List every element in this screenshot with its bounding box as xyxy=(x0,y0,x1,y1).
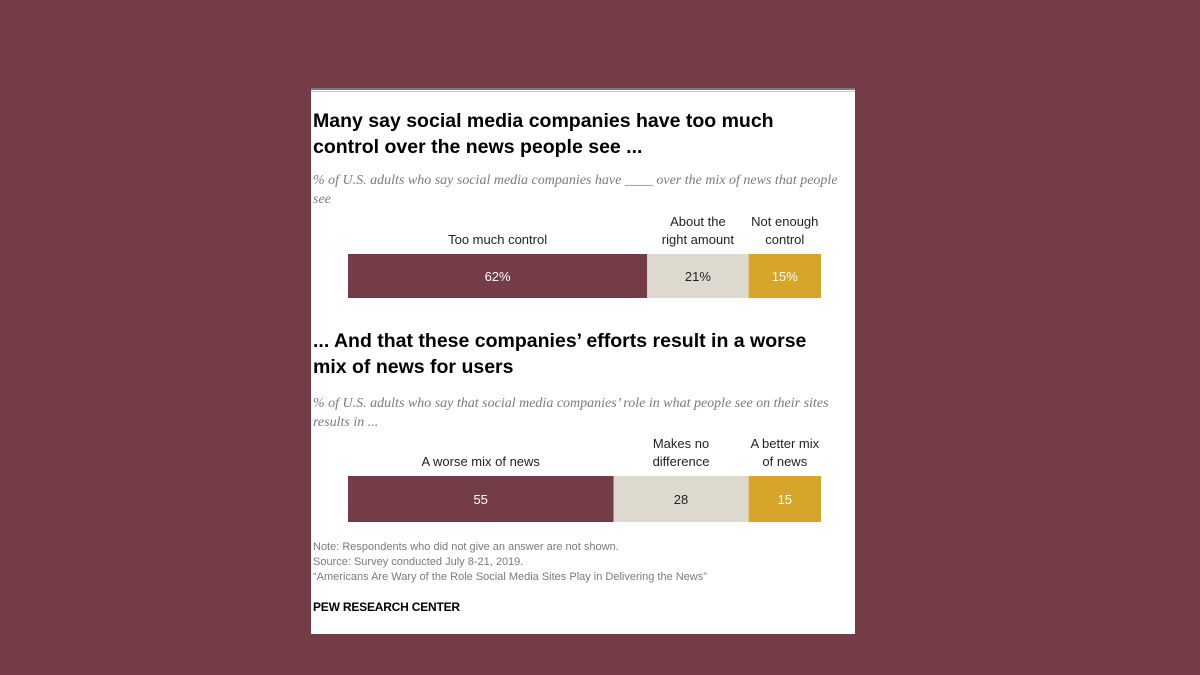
source-text: Source: Survey conducted July 8-21, 2019… xyxy=(313,556,524,568)
category-label-2: About the right amount xyxy=(662,214,735,247)
value-label-1: 55 xyxy=(473,492,487,507)
chart-2-svg: 55 A worse mix of news 28 Makes no differenc… xyxy=(348,436,821,522)
value-label-3: 15 xyxy=(778,492,792,507)
pew-logo-text: PEW RESEARCH CENTER xyxy=(313,600,460,614)
report-title-text: “Americans Are Wary of the Role Social M… xyxy=(313,571,707,583)
value-label-3: 15% xyxy=(772,269,798,284)
value-label-2: 28 xyxy=(674,492,688,507)
chart-1-svg: 62% Too much control 21% About the right amo… xyxy=(348,214,821,298)
bar-segment-1 xyxy=(348,476,614,522)
category-label-1: A worse mix of news xyxy=(421,454,540,469)
note-text: Note: Respondents who did not give an an… xyxy=(313,541,619,553)
chart-1-title: Many say social media companies have too… xyxy=(313,110,774,158)
chart-2-title: ... And that these companies’ efforts re… xyxy=(313,330,807,378)
bar-segment-2 xyxy=(647,254,749,298)
top-rule xyxy=(311,88,855,92)
bar-segment-2 xyxy=(613,476,749,522)
chart-2-subtitle: % of U.S. adults who say that social med… xyxy=(313,396,829,430)
value-label-1: 62% xyxy=(485,269,511,284)
bar-segment-3 xyxy=(748,254,821,298)
category-label-2: Makes no difference xyxy=(653,436,710,469)
bar-segment-1 xyxy=(348,254,648,298)
category-label-3: A better mix of news xyxy=(750,436,819,469)
category-label-1: Too much control xyxy=(448,232,547,247)
chart-1-subtitle: % of U.S. adults who say social media co… xyxy=(313,173,838,207)
chart-card: Many say social media companies have too… xyxy=(311,88,855,634)
bar-segment-3 xyxy=(748,476,821,522)
category-label-3: Not enough control xyxy=(751,214,818,247)
value-label-2: 21% xyxy=(685,269,711,284)
